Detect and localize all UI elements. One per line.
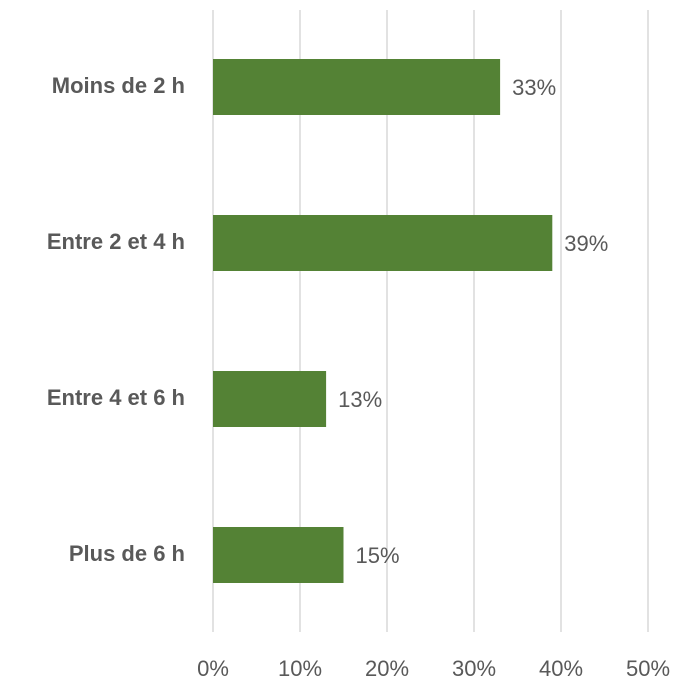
data-label: 33% [512, 75, 556, 100]
x-tick-label: 40% [539, 656, 583, 681]
y-tick-label: Plus de 6 h [69, 541, 185, 566]
data-label: 39% [564, 231, 608, 256]
y-tick-label: Moins de 2 h [52, 73, 185, 98]
bar [213, 215, 553, 271]
y-tick-label: Entre 2 et 4 h [47, 229, 185, 254]
x-tick-label: 20% [365, 656, 409, 681]
bar [213, 371, 327, 427]
data-label: 13% [338, 387, 382, 412]
x-tick-label: 0% [197, 656, 229, 681]
x-tick-label: 30% [452, 656, 496, 681]
data-label: 15% [356, 543, 400, 568]
y-tick-label: Entre 4 et 6 h [47, 385, 185, 410]
bar [213, 527, 344, 583]
x-tick-label: 10% [278, 656, 322, 681]
bar [213, 59, 501, 115]
x-tick-label: 50% [626, 656, 670, 681]
